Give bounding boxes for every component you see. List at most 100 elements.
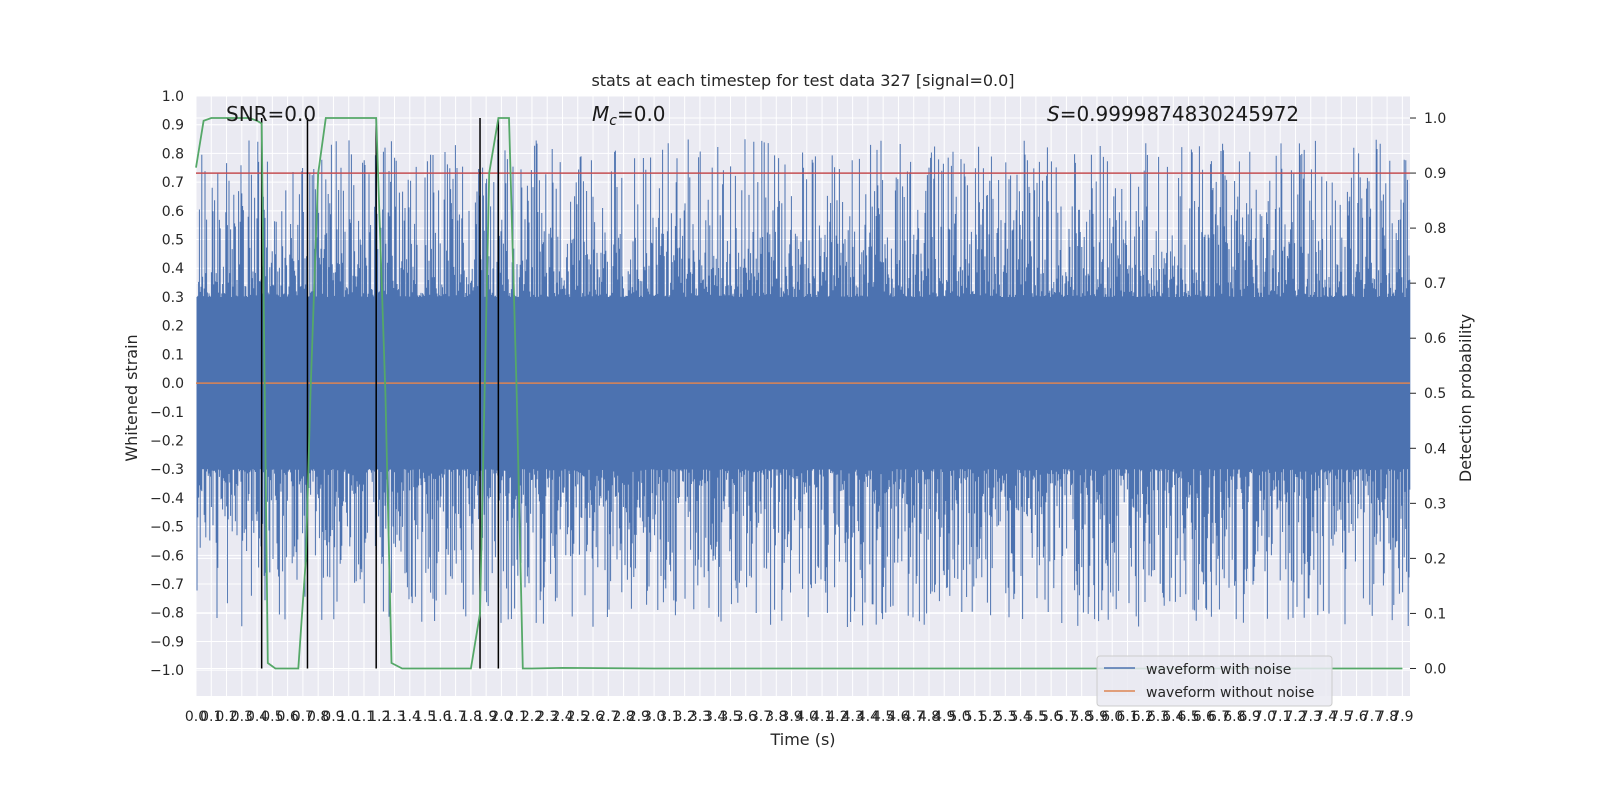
x-tick-label: 4.2: [826, 709, 848, 725]
x-axis-label: Time (s): [769, 730, 835, 749]
y2-axis-ticks: 1.0 0.9 0.8 0.7 0.6 0.5 0.4 0.3 0.2 0.1 0.0: [1410, 111, 1446, 677]
y-tick-label: 0.4: [162, 261, 184, 277]
x-tick-label: 0.5: [261, 709, 283, 725]
x-tick-label: 7.2: [1284, 709, 1306, 725]
x-tick-label: 1.6: [429, 709, 451, 725]
y-tick-label: 0.9: [162, 118, 184, 134]
y2-tick-label: 0.0: [1424, 661, 1446, 677]
y-tick-label: −1.0: [150, 663, 184, 679]
x-tick-label: 6.5: [1177, 709, 1199, 725]
y-tick-label: 0.6: [162, 204, 184, 220]
x-tick-label: 3.9: [780, 709, 802, 725]
y2-tick-label: 0.6: [1424, 331, 1446, 347]
x-tick-label: 0.0: [185, 709, 207, 725]
x-tick-label: 7.0: [1254, 709, 1276, 725]
x-tick-label: 1.2: [368, 709, 390, 725]
y2-tick-label: 0.5: [1424, 386, 1446, 402]
x-tick-label: 0.3: [231, 709, 253, 725]
legend-label-clean: waveform without noise: [1146, 685, 1314, 701]
x-tick-label: 7.8: [1376, 709, 1398, 725]
x-tick-label: 1.9: [475, 709, 497, 725]
x-tick-label: 3.0: [643, 709, 665, 725]
y-axis-label: Whitened strain: [122, 334, 141, 461]
y-axis-ticks: 1.0 0.9 0.8 0.7 0.6 0.5 0.4 0.3 0.2 0.1 0.0 −0.1 −0.…: [150, 89, 184, 679]
y-tick-label: −0.8: [150, 606, 184, 622]
x-tick-label: 5.2: [979, 709, 1001, 725]
x-tick-label: 2.4: [551, 709, 573, 725]
x-tick-label: 5.4: [1009, 709, 1031, 725]
y-tick-label: −0.2: [150, 433, 184, 449]
y-tick-label: 0.0: [162, 376, 184, 392]
noise-trace: [196, 139, 1411, 627]
chart-title: stats at each timestep for test data 327…: [591, 71, 1014, 90]
annotation-snr: SNR=0.0: [226, 102, 316, 126]
x-tick-label: 0.8: [307, 709, 329, 725]
y-tick-label: −0.9: [150, 634, 184, 650]
x-tick-label: 4.7: [903, 709, 925, 725]
x-tick-label: 0.7: [292, 709, 314, 725]
x-tick-label: 5.6: [1040, 709, 1062, 725]
y-tick-label: 0.3: [162, 290, 184, 306]
x-tick-label: 0.4: [246, 709, 268, 725]
x-tick-label: 7.9: [1391, 709, 1413, 725]
x-tick-label: 4.9: [933, 709, 955, 725]
x-tick-label: 3.6: [735, 709, 757, 725]
x-tick-label: 2.8: [612, 709, 634, 725]
x-tick-label: 4.4: [857, 709, 879, 725]
annotation-chirp-mass: Mc=0.0: [592, 102, 666, 129]
y2-tick-label: 0.3: [1424, 496, 1446, 512]
x-tick-label: 4.0: [796, 709, 818, 725]
y-tick-label: 0.1: [162, 347, 184, 363]
x-tick-label: 7.7: [1361, 709, 1383, 725]
x-tick-label: 0.6: [276, 709, 298, 725]
x-tick-label: 1.4: [399, 709, 421, 725]
x-tick-label: 6.9: [1239, 709, 1261, 725]
x-tick-label: 3.1: [658, 709, 680, 725]
y2-tick-label: 0.7: [1424, 276, 1446, 292]
y2-tick-label: 1.0: [1424, 111, 1446, 127]
y-tick-label: 0.8: [162, 146, 184, 162]
x-tick-label: 3.5: [719, 709, 741, 725]
x-tick-label: 4.5: [872, 709, 894, 725]
x-tick-label: 5.8: [1071, 709, 1093, 725]
x-tick-label: 4.6: [887, 709, 909, 725]
x-tick-label: 6.8: [1223, 709, 1245, 725]
y-tick-label: −0.5: [150, 520, 184, 536]
x-tick-label: 6.0: [1101, 709, 1123, 725]
x-tick-label: 2.3: [536, 709, 558, 725]
x-tick-label: 0.9: [322, 709, 344, 725]
y2-tick-label: 0.4: [1424, 441, 1446, 457]
x-tick-label: 1.7: [444, 709, 466, 725]
x-tick-label: 5.5: [1025, 709, 1047, 725]
x-tick-label: 4.3: [841, 709, 863, 725]
y2-tick-label: 0.2: [1424, 551, 1446, 567]
y2-tick-label: 0.9: [1424, 166, 1446, 182]
x-tick-label: 1.1: [353, 709, 375, 725]
x-tick-label: 5.3: [994, 709, 1016, 725]
x-tick-label: 7.4: [1315, 709, 1337, 725]
x-tick-label: 0.1: [200, 709, 222, 725]
legend-label-noise: waveform with noise: [1146, 662, 1291, 678]
series-waveform-with-noise: [196, 139, 1411, 627]
x-tick-label: 1.3: [383, 709, 405, 725]
x-tick-label: 6.3: [1147, 709, 1169, 725]
x-tick-label: 5.9: [1086, 709, 1108, 725]
x-tick-label: 7.6: [1345, 709, 1367, 725]
legend: waveform with noise waveform without noi…: [1096, 655, 1333, 707]
x-tick-label: 5.0: [948, 709, 970, 725]
x-tick-label: 2.6: [582, 709, 604, 725]
x-tick-label: 0.2: [215, 709, 237, 725]
x-tick-label: 1.8: [460, 709, 482, 725]
x-tick-label: 2.0: [490, 709, 512, 725]
x-tick-label: 6.6: [1193, 709, 1215, 725]
x-tick-label: 6.2: [1132, 709, 1154, 725]
x-tick-label: 2.1: [506, 709, 528, 725]
y-tick-label: −0.1: [150, 405, 184, 421]
y-tick-label: −0.6: [150, 548, 184, 564]
x-tick-label: 6.1: [1116, 709, 1138, 725]
x-tick-label: 2.5: [567, 709, 589, 725]
y-tick-label: 0.2: [162, 319, 184, 335]
x-axis-ticks: 0.00.10.20.30.40.50.60.70.80.91.01.11.21…: [185, 709, 1414, 725]
x-tick-label: 7.3: [1300, 709, 1322, 725]
